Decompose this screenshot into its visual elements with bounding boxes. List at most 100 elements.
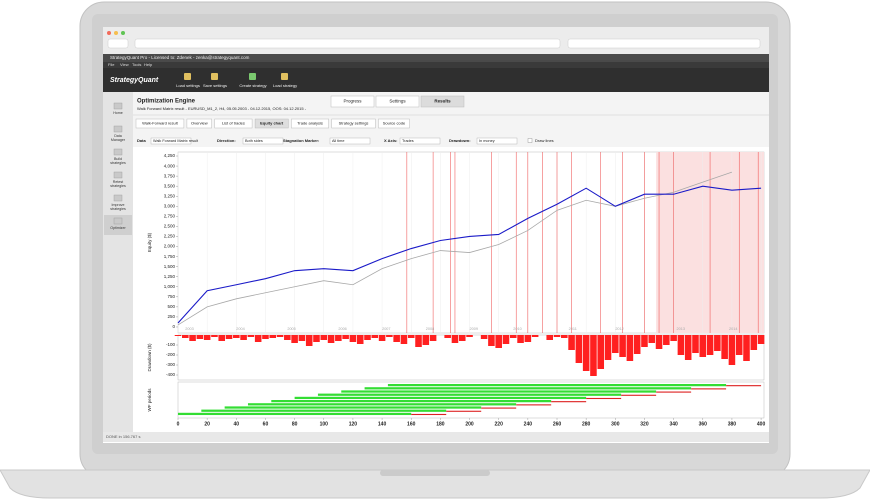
menu-bar [103,62,769,68]
subtab[interactable] [378,118,410,129]
menu-item[interactable]: Tools [132,62,141,67]
x-tick-label: 200 [465,421,474,427]
sidebar-icon[interactable] [113,171,123,179]
tab[interactable] [330,95,375,108]
sidebar [103,92,133,442]
drawdown-bar [458,335,466,341]
dropdown[interactable] [329,137,371,145]
drawdown-bar [320,335,328,340]
equity-line [177,171,733,326]
toolbar-icon[interactable] [184,73,191,80]
subtab[interactable] [331,118,376,129]
drawdown-bar [182,335,189,338]
drawdown-bar [553,335,561,337]
dropdown[interactable] [150,137,192,145]
checkbox[interactable] [527,138,533,143]
toolbar-button[interactable]: Save settings [203,83,227,88]
drawdown-bar [218,335,226,341]
sidebar-icon[interactable] [113,217,123,225]
dropdown[interactable] [242,137,284,145]
subtab[interactable] [186,118,212,129]
subtab[interactable] [254,118,289,129]
sidebar-icon[interactable] [113,102,123,110]
drawdown-bar [721,335,728,359]
subtab-label[interactable]: Equity chart [260,121,284,126]
toolbar-button[interactable]: Load strategy [273,83,297,88]
tab-label[interactable]: Settings [389,99,406,104]
year-label: 2008 [426,327,434,331]
subtab[interactable] [135,118,185,129]
sidebar-item[interactable]: Data Manager [111,134,126,142]
tab[interactable] [420,95,465,108]
dropdown[interactable] [476,137,518,145]
in-sample-period [201,409,447,412]
toolbar-button[interactable]: Create strategy [239,83,266,88]
search-bar[interactable] [567,38,761,49]
year-label: 2005 [287,327,295,331]
subtab-label[interactable]: Trade analysis [297,121,323,126]
nav-buttons[interactable] [107,38,129,49]
plot-area [177,334,765,381]
app-titlebar [103,54,769,62]
toolbar-icon[interactable] [281,73,288,80]
sidebar-item[interactable]: Build strategies [110,157,126,165]
subtab-label[interactable]: List of trades [222,121,245,126]
tab-label[interactable]: Progress [343,99,362,104]
dropdown[interactable] [399,137,441,145]
sidebar-item[interactable]: Improve strategies [110,203,126,211]
drawdown-bar [757,335,765,344]
x-tick-label: 240 [524,421,533,427]
subtab-label[interactable]: Walk-Forward result [142,121,179,126]
sidebar-active [104,215,132,235]
dropdown-value[interactable]: All time [332,139,344,143]
oos-period [551,401,587,403]
drawdown-bar [407,335,415,338]
menu-item[interactable]: View [120,62,129,67]
in-sample-period [387,384,727,387]
drawdown-bar [633,335,641,354]
drawdown-bar [575,335,583,363]
sidebar-icon[interactable] [113,125,123,133]
y-tick-label: 1,750 [164,254,176,259]
y-tick-label: -300 [166,362,176,367]
dropdown-value[interactable]: Walk Forward Matrix result [153,139,199,143]
menu-item[interactable]: File [108,62,115,67]
dropdown-value[interactable]: Trades [402,139,414,143]
sidebar-item[interactable]: Optimizer [110,226,126,230]
sidebar-item[interactable]: Home [113,111,123,115]
base-notch [380,470,490,476]
subtab[interactable] [214,118,253,129]
menu-item[interactable]: Help [144,62,153,67]
subtab-label[interactable]: Source code [383,121,406,126]
toolbar-icon[interactable] [249,73,256,80]
page-subtitle: Walk Forward Matrix result - EURUSD_M1_2… [137,106,307,111]
tab[interactable] [375,95,420,108]
sidebar-icon[interactable] [113,148,123,156]
toolbar-button[interactable]: Load settings [176,83,200,88]
x-tick-label: 300 [611,421,620,427]
drawdown-bar [189,335,196,341]
dropdown-value[interactable]: In money [479,139,495,143]
toolbar-icon[interactable] [211,73,218,80]
y-tick-label: 2,250 [164,234,176,239]
y-tick-label: 3,500 [164,183,176,188]
subtab[interactable] [291,118,329,129]
dropdown-value[interactable]: Both sides [245,139,263,143]
in-sample-period [224,406,482,409]
subtab-label[interactable]: Overview [191,121,208,126]
sidebar-item[interactable]: Retest strategies [110,180,126,188]
tab-label[interactable]: Results [434,99,451,104]
in-sample-period [364,387,692,390]
y-tick-label: -100 [166,342,176,347]
address-bar[interactable] [134,38,561,49]
subtab-label[interactable]: Strategy settings [339,121,369,126]
drawdown-bar [561,335,568,338]
window-dot [121,31,125,35]
drawdown-bar [597,335,605,369]
drawdown-bar [393,335,400,342]
sidebar-icon[interactable] [113,194,123,202]
y-tick-label: 500 [167,304,175,309]
drawdown-bar [568,335,575,350]
